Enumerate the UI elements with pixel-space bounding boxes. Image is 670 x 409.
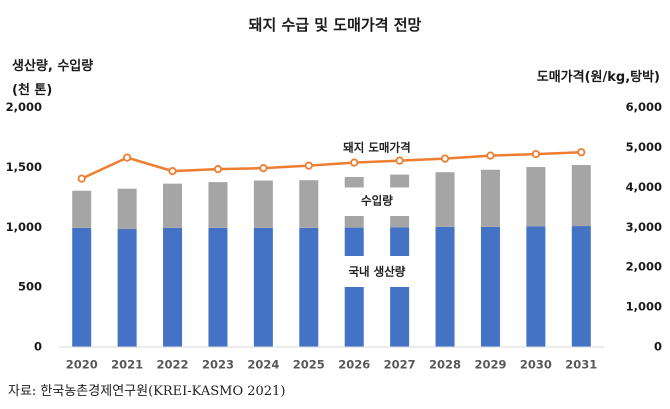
- x-tick-label: 2029: [474, 358, 506, 372]
- price-point-2025: [304, 161, 313, 170]
- bar-domestic-2031: [571, 226, 591, 347]
- series-label: 국내 생산량: [348, 265, 405, 279]
- bar-domestic-2024: [253, 227, 273, 347]
- price-point-2021: [123, 153, 132, 162]
- left-axis-label-line1: 생산량, 수입량: [12, 59, 94, 74]
- price-point-2022: [168, 167, 177, 176]
- x-tick-label: 2028: [429, 358, 461, 372]
- x-tick-label: 2027: [384, 358, 416, 372]
- chart-title: 돼지 수급 및 도매가격 전망: [248, 16, 422, 34]
- x-tick-label: 2024: [247, 358, 279, 372]
- bar-import-2020: [72, 190, 92, 228]
- bar-domestic-2022: [163, 227, 183, 347]
- bar-domestic-2028: [435, 226, 455, 347]
- price-point-2027: [395, 156, 404, 165]
- bar-domestic-2023: [208, 227, 228, 347]
- bar-import-2022: [163, 183, 183, 228]
- series-label: 돼지 도매가격: [343, 141, 410, 155]
- left-tick-label: 0: [34, 340, 42, 354]
- bar-import-2021: [117, 188, 137, 230]
- price-point-2029: [486, 151, 495, 160]
- bar-domestic-2025: [299, 227, 319, 347]
- x-tick-label: 2022: [157, 358, 189, 372]
- bar-layer: [72, 164, 591, 347]
- bar-import-2024: [253, 180, 273, 228]
- x-tick-label: 2031: [565, 358, 597, 372]
- right-tick-label: 2,000: [626, 260, 662, 274]
- bar-import-2030: [526, 167, 546, 227]
- bar-domestic-2021: [117, 229, 137, 347]
- price-line: [81, 150, 582, 180]
- left-tick-label: 2,000: [6, 100, 42, 114]
- x-tick-label: 2020: [66, 358, 98, 372]
- x-tick-label: 2023: [202, 358, 234, 372]
- price-point-2028: [440, 154, 450, 163]
- x-axis-ticks: 2020 2021 2022 2023 2024 2025 2026 2027 2028 2029…: [66, 358, 598, 372]
- price-point-2030: [531, 149, 540, 159]
- source-note: 자료: 한국농촌경제연구원(KREI-KASMO 2021): [8, 384, 286, 399]
- right-axis-ticks: 0 1,000 2,000 3,000 4,000 5,000 6,000: [626, 100, 662, 354]
- price-point-2020: [77, 174, 86, 183]
- right-tick-label: 6,000: [626, 100, 662, 114]
- price-point-2023: [213, 165, 223, 174]
- left-axis-label-line2: (천 톤): [12, 83, 53, 98]
- bar-domestic-2020: [72, 227, 92, 347]
- line-layer: [77, 148, 586, 183]
- x-tick-label: 2025: [293, 358, 325, 372]
- bar-domestic-2030: [526, 226, 546, 347]
- bar-import-2025: [299, 180, 319, 228]
- right-tick-label: 0: [654, 340, 662, 354]
- price-point-2026: [350, 158, 359, 167]
- price-point-2031: [577, 148, 586, 157]
- left-tick-label: 1,500: [6, 160, 42, 174]
- bar-domestic-2026: [344, 227, 364, 347]
- x-tick-label: 2030: [520, 358, 552, 372]
- bar-import-2023: [208, 182, 228, 228]
- bar-domestic-2029: [480, 226, 500, 347]
- bar-import-2028: [435, 172, 455, 227]
- right-tick-label: 3,000: [626, 220, 662, 234]
- bar-import-2031: [571, 164, 591, 227]
- right-tick-label: 4,000: [626, 180, 662, 194]
- left-tick-label: 500: [18, 280, 42, 294]
- right-tick-label: 1,000: [626, 300, 662, 314]
- label-background: [343, 256, 411, 287]
- bar-import-2029: [480, 169, 500, 227]
- right-axis-label: 도매가격(원/kg,탕박): [536, 70, 660, 85]
- left-axis-ticks: 0 500 1,000 1,500 2,000: [6, 100, 42, 354]
- bar-domestic-2027: [390, 227, 410, 347]
- series-label: 수입량: [361, 194, 393, 208]
- x-tick-label: 2026: [338, 358, 370, 372]
- x-tick-label: 2021: [111, 358, 143, 372]
- label-background: [343, 187, 411, 216]
- right-tick-label: 5,000: [626, 140, 662, 154]
- left-tick-label: 1,000: [6, 220, 42, 234]
- price-point-2024: [259, 164, 268, 173]
